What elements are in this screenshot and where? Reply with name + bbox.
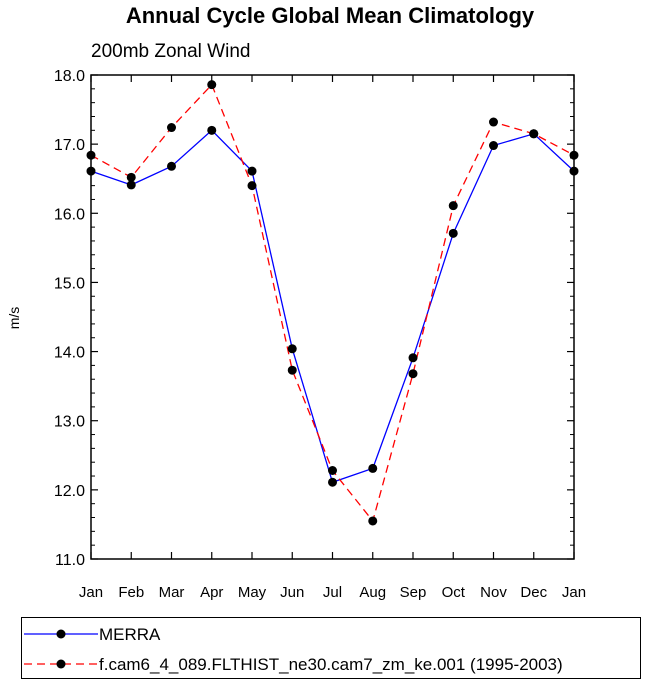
series-line-1 bbox=[90, 83, 575, 523]
x-tick-label: Dec bbox=[520, 584, 547, 601]
y-axis-label: m/s bbox=[6, 307, 22, 330]
data-point-series-0 bbox=[489, 141, 498, 151]
data-point-series-1 bbox=[529, 129, 539, 139]
series-layer bbox=[86, 80, 579, 526]
chart-title: Annual Cycle Global Mean Climatology bbox=[125, 3, 535, 28]
legend-label-merra: MERRA bbox=[99, 625, 161, 644]
y-tick-label: 18.0 bbox=[54, 68, 85, 85]
data-point-series-1 bbox=[328, 465, 337, 475]
y-tick-label: 13.0 bbox=[54, 414, 85, 431]
data-point-series-1 bbox=[207, 80, 217, 90]
data-point-series-0 bbox=[126, 180, 136, 190]
series-line-0 bbox=[90, 129, 575, 484]
legend-marker-merra bbox=[56, 629, 66, 639]
x-tick-label: Jul bbox=[323, 584, 342, 601]
legend: MERRA f.cam6_4_089.FLTHIST_ne30.cam7_zm_… bbox=[21, 617, 641, 679]
legend-label-cam: f.cam6_4_089.FLTHIST_ne30.cam7_zm_ke.001… bbox=[99, 655, 563, 674]
y-tick-label: 12.0 bbox=[54, 483, 85, 500]
data-point-series-1 bbox=[489, 117, 498, 127]
data-point-series-1 bbox=[247, 181, 257, 191]
y-tick-label: 16.0 bbox=[54, 206, 85, 223]
axis-ticks: 11.0 12.0 13.0 14.0 15.0 16.0 17.0 18.0 Jan Feb Ma… bbox=[54, 68, 586, 601]
y-tick-label: 14.0 bbox=[54, 345, 85, 362]
data-point-series-0 bbox=[569, 166, 579, 176]
y-tick-label: 11.0 bbox=[55, 552, 85, 569]
data-point-series-1 bbox=[167, 123, 176, 133]
data-point-series-0 bbox=[368, 463, 378, 473]
data-point-series-1 bbox=[126, 172, 136, 182]
x-tick-label: Oct bbox=[442, 584, 466, 601]
x-tick-label: Nov bbox=[480, 584, 507, 601]
data-point-series-0 bbox=[328, 477, 337, 487]
data-point-series-1 bbox=[569, 150, 579, 160]
data-point-series-1 bbox=[448, 201, 458, 211]
x-tick-label: Jan bbox=[562, 584, 586, 601]
y-tick-label: 17.0 bbox=[54, 137, 85, 154]
data-point-series-1 bbox=[368, 516, 378, 526]
data-point-series-0 bbox=[167, 161, 176, 171]
data-point-series-0 bbox=[86, 166, 96, 176]
x-tick-label: Mar bbox=[159, 584, 185, 601]
data-point-series-0 bbox=[247, 166, 257, 176]
x-tick-label: Aug bbox=[359, 584, 386, 601]
data-point-series-0 bbox=[408, 353, 418, 363]
x-tick-label: Jun bbox=[280, 584, 304, 601]
y-tick-label: 15.0 bbox=[54, 275, 85, 292]
data-point-series-0 bbox=[448, 228, 458, 238]
data-point-series-0 bbox=[207, 125, 217, 135]
chart-subtitle: 200mb Zonal Wind bbox=[91, 41, 251, 62]
data-point-series-1 bbox=[408, 369, 418, 379]
x-tick-label: Apr bbox=[200, 584, 223, 601]
line-chart: 11.0 12.0 13.0 14.0 15.0 16.0 17.0 18.0 Jan Feb Ma… bbox=[6, 68, 586, 601]
legend-marker-cam bbox=[56, 659, 66, 669]
data-point-series-0 bbox=[287, 344, 297, 354]
x-tick-label: Feb bbox=[118, 584, 144, 601]
data-point-series-1 bbox=[287, 365, 297, 375]
x-tick-label: Sep bbox=[400, 584, 427, 601]
x-tick-label: May bbox=[238, 584, 267, 601]
x-tick-label: Jan bbox=[79, 584, 103, 601]
data-point-series-1 bbox=[86, 150, 96, 160]
